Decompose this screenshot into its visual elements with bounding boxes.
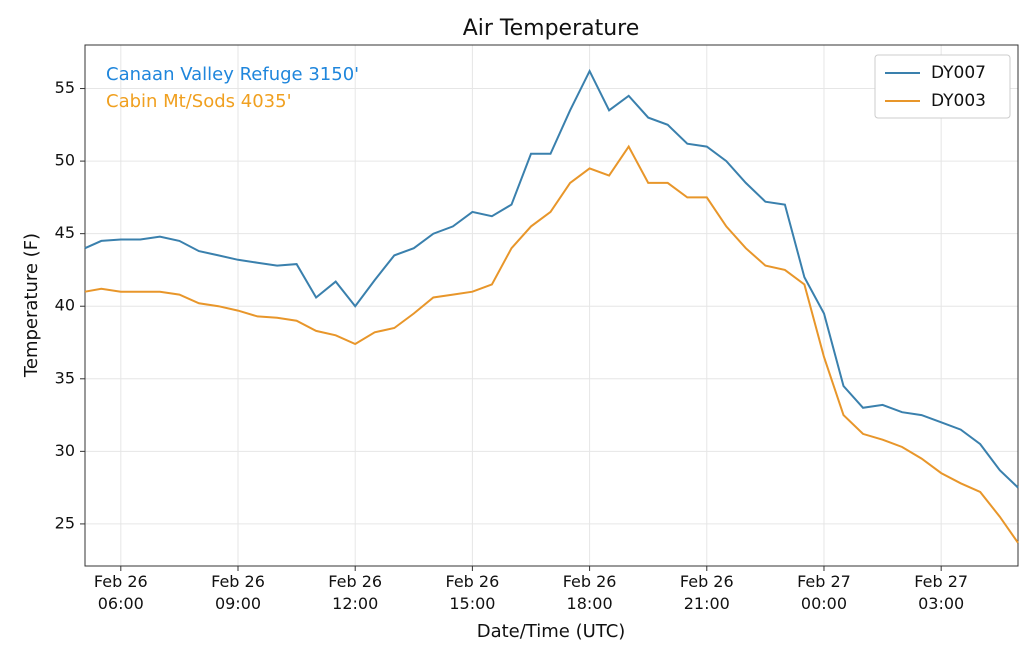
annotation: Canaan Valley Refuge 3150' — [106, 64, 359, 85]
x-tick-date: Feb 26 — [563, 572, 617, 591]
x-tick-time: 12:00 — [332, 594, 378, 613]
x-tick-time: 06:00 — [98, 594, 144, 613]
y-tick-label: 55 — [55, 78, 75, 97]
x-tick-label: Feb 26 06:00 — [94, 572, 148, 613]
x-tick-time: 21:00 — [684, 594, 730, 613]
annotation: Cabin Mt/Sods 4035' — [106, 91, 292, 112]
legend: DY007 DY003 — [874, 54, 1011, 119]
x-tick-date: Feb 26 — [328, 572, 382, 591]
x-tick-label: Feb 27 00:00 — [797, 572, 851, 613]
y-tick-label: 50 — [55, 151, 75, 170]
x-tick-time: 03:00 — [918, 594, 964, 613]
x-tick-time: 00:00 — [801, 594, 847, 613]
x-tick-label: Feb 26 12:00 — [328, 572, 382, 613]
x-tick-date: Feb 26 — [680, 572, 734, 591]
x-tick-time: 09:00 — [215, 594, 261, 613]
y-tick-label: 35 — [55, 368, 75, 387]
x-tick-label: Feb 26 18:00 — [563, 572, 617, 613]
x-tick-time: 15:00 — [449, 594, 495, 613]
plot-frame — [84, 44, 1019, 567]
y-tick-label: 25 — [55, 513, 75, 532]
x-tick-date: Feb 27 — [797, 572, 851, 591]
x-tick-date: Feb 26 — [94, 572, 148, 591]
line-series — [84, 144, 1019, 544]
y-axis-label: Temperature (F) — [21, 233, 42, 378]
x-tick-label: Feb 26 15:00 — [446, 572, 500, 613]
y-tick-label: 30 — [55, 441, 75, 460]
x-tick-date: Feb 26 — [446, 572, 500, 591]
x-tick-time: 18:00 — [567, 594, 613, 613]
y-tick-label: 45 — [55, 223, 75, 242]
x-tick-label: Feb 26 21:00 — [680, 572, 734, 613]
x-axis-label: Date/Time (UTC) — [477, 621, 626, 642]
chart-title: Air Temperature — [463, 16, 640, 41]
legend-label: DY007 — [931, 63, 986, 83]
line-series — [84, 68, 1019, 489]
x-tick-date: Feb 27 — [914, 572, 968, 591]
x-tick-label: Feb 26 09:00 — [211, 572, 265, 613]
x-tick-label: Feb 27 03:00 — [914, 572, 968, 613]
legend-label: DY003 — [931, 91, 986, 111]
x-tick-date: Feb 26 — [211, 572, 265, 591]
legend-frame — [874, 54, 1011, 119]
y-tick-label: 40 — [55, 296, 75, 315]
